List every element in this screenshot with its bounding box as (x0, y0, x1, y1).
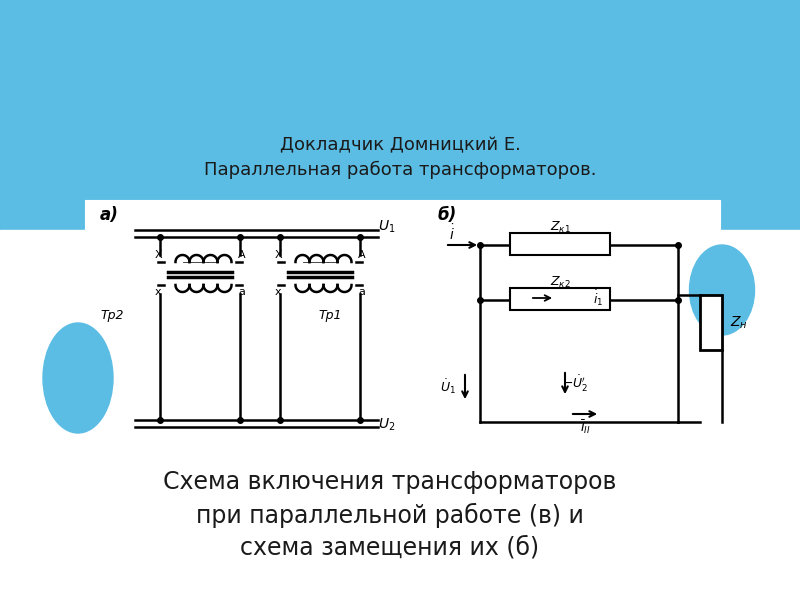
Text: $\bar{I}_{II}$: $\bar{I}_{II}$ (580, 418, 590, 436)
Ellipse shape (43, 323, 113, 433)
Text: A: A (238, 250, 246, 260)
Text: A: A (358, 250, 366, 260)
Text: $U_2$: $U_2$ (378, 417, 395, 433)
Bar (510, 288, 610, 310)
Text: Параллельная работа трансформаторов.: Параллельная работа трансформаторов. (204, 161, 596, 179)
Text: при параллельной работе (в) и: при параллельной работе (в) и (196, 502, 584, 527)
Text: $\dot{i}$: $\dot{i}$ (449, 223, 455, 243)
Text: $Z_{к2}$: $Z_{к2}$ (550, 274, 570, 290)
Bar (0, 230, 800, 600)
Text: a: a (238, 287, 246, 297)
Text: схема замещения их (б): схема замещения их (б) (241, 536, 539, 560)
Text: X: X (154, 250, 162, 260)
Text: a: a (358, 287, 366, 297)
Text: $-\dot{U}_2'$: $-\dot{U}_2'$ (562, 374, 588, 394)
Text: $\dot{i}_1$: $\dot{i}_1$ (593, 288, 603, 308)
Text: x: x (154, 287, 162, 297)
Bar (85, 200, 720, 448)
Text: Тр1: Тр1 (318, 308, 342, 322)
Text: $Z_н$: $Z_н$ (730, 314, 748, 331)
Text: $U_1$: $U_1$ (378, 219, 395, 235)
Text: б): б) (438, 206, 458, 224)
Bar (510, 233, 610, 255)
Text: X: X (274, 250, 282, 260)
Bar (0, 0, 800, 230)
Text: Докладчик Домницкий Е.: Докладчик Домницкий Е. (279, 136, 521, 154)
Text: а): а) (100, 206, 119, 224)
Text: $\dot{U}_1$: $\dot{U}_1$ (440, 377, 456, 397)
Text: Тр2: Тр2 (100, 308, 123, 322)
Ellipse shape (690, 245, 754, 335)
Text: $Z_{к1}$: $Z_{к1}$ (550, 220, 570, 235)
Bar (700, 295, 722, 350)
Text: x: x (274, 287, 282, 297)
Text: Схема включения трансформаторов: Схема включения трансформаторов (163, 470, 617, 494)
